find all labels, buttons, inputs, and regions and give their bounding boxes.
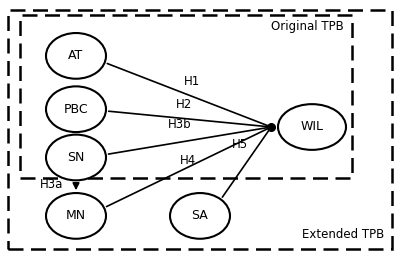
Text: PBC: PBC (64, 103, 88, 116)
Ellipse shape (46, 193, 106, 239)
Ellipse shape (278, 104, 346, 150)
Text: H4: H4 (180, 153, 196, 167)
Text: Original TPB: Original TPB (271, 20, 344, 33)
Text: H3b: H3b (168, 118, 192, 131)
Ellipse shape (46, 86, 106, 132)
Text: H2: H2 (176, 98, 192, 111)
Bar (20, 15, 352, 178)
Text: Extended TPB: Extended TPB (302, 228, 384, 241)
Text: H3a: H3a (40, 178, 63, 191)
Text: H1: H1 (184, 75, 200, 88)
Text: AT: AT (68, 49, 84, 62)
Ellipse shape (170, 193, 230, 239)
Text: SN: SN (67, 151, 85, 164)
Text: WIL: WIL (300, 120, 324, 134)
Text: SA: SA (192, 209, 208, 223)
Text: MN: MN (66, 209, 86, 223)
Ellipse shape (46, 135, 106, 180)
Text: H5: H5 (232, 138, 248, 151)
Ellipse shape (46, 33, 106, 79)
